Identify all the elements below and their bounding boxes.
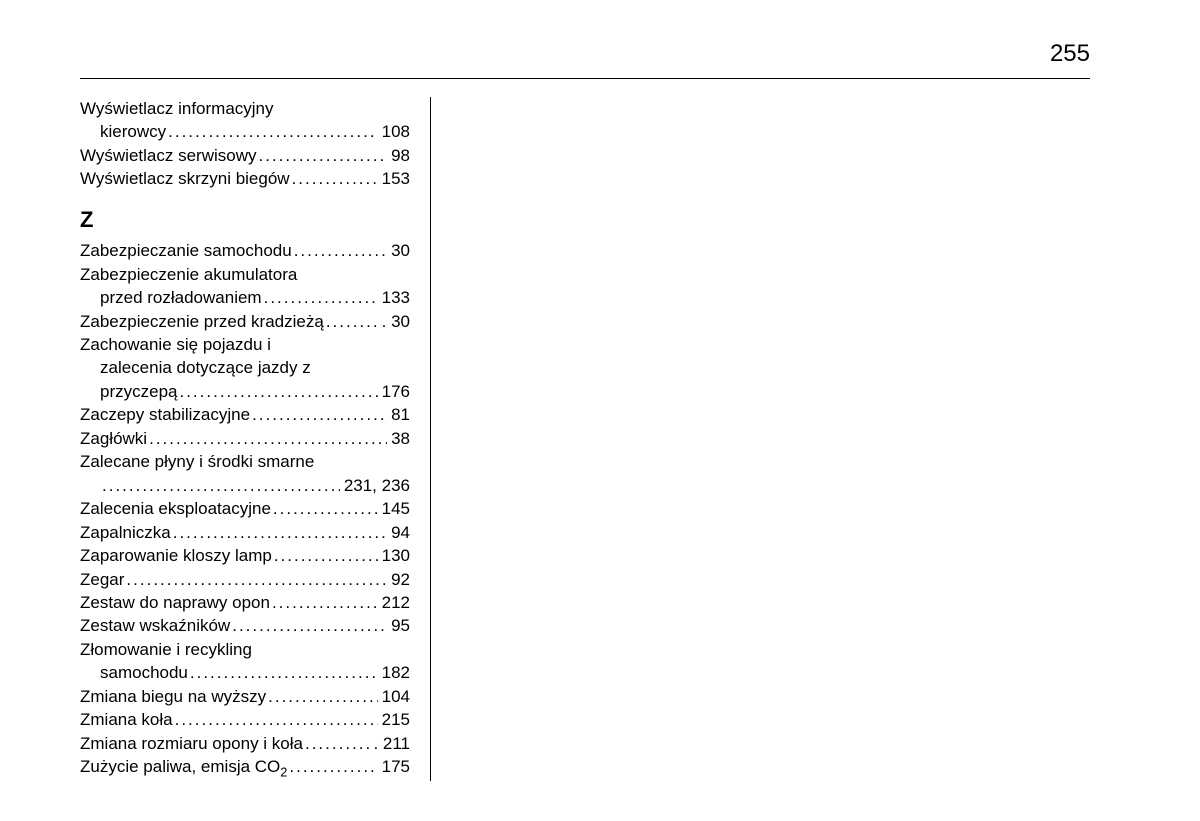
entry-page-ref: 92 <box>387 568 410 591</box>
entry-label: Zabezpieczanie samochodu <box>80 241 292 260</box>
entry-line: Zalecane płyny i środki smarne <box>80 450 410 473</box>
header-rule <box>80 78 1090 79</box>
entry-page-ref: 182 <box>378 661 410 684</box>
entry-label: przyczepą <box>100 382 177 401</box>
entry-label: Zestaw wskaźników <box>80 616 230 635</box>
entry-page-ref: . 211 <box>369 732 410 755</box>
index-entry: 175 Zużycie paliwa, emisja CO2 <box>80 755 410 781</box>
section-heading-z: Z <box>80 205 410 235</box>
entry-page-ref: 231, 236 <box>340 474 410 497</box>
index-entry: 212 Zestaw do naprawy opon <box>80 591 410 614</box>
index-entry: . 211 Zmiana rozmiaru opony i koła <box>80 732 410 755</box>
index-entry: 215 Zmiana koła <box>80 708 410 731</box>
entry-label: Zmiana koła <box>80 710 173 729</box>
columns: Wyświetlacz informacyjny 108kierowcy 98W… <box>80 97 1090 781</box>
entry-page-ref: 153 <box>378 167 410 190</box>
entry-leader-line: . 211 Zmiana rozmiaru opony i koła <box>80 732 410 755</box>
entry-leader-line: 94 Zapalniczka <box>80 521 410 544</box>
entry-page-ref: 95 <box>387 614 410 637</box>
entry-leader-line: 130 Zaparowanie kloszy lamp <box>80 544 410 567</box>
index-entry: 94 Zapalniczka <box>80 521 410 544</box>
entry-page-ref: 108 <box>378 120 410 143</box>
column-1: Wyświetlacz informacyjny 108kierowcy 98W… <box>80 97 431 781</box>
entry-leader-line: 104 Zmiana biegu na wyższy <box>80 685 410 708</box>
index-entry: Zabezpieczenie akumulatora 133 przed rozł… <box>80 263 410 310</box>
entry-label: Zabezpieczenie przed kradzieżą <box>80 312 324 331</box>
entry-leader-line: 231, 236 <box>80 474 410 497</box>
entry-page-ref: 98 <box>387 144 410 167</box>
index-entry: Zalecane płyny i środki smarne 231, 236 <box>80 450 410 497</box>
entry-page-ref: 133 <box>378 286 410 309</box>
entry-leader-line: 182 samochodu <box>80 661 410 684</box>
entry-label: Zalecenia eksploatacyjne <box>80 499 271 518</box>
entry-page-ref: 215 <box>378 708 410 731</box>
entry-label: Zapalniczka <box>80 523 171 542</box>
entry-label: Zagłówki <box>80 429 147 448</box>
index-entry: 130 Zaparowanie kloszy lamp <box>80 544 410 567</box>
entry-leader-line: 81 Zaczepy stabilizacyjne <box>80 403 410 426</box>
index-entry: 38 Zagłówki <box>80 427 410 450</box>
entry-label: Zaparowanie kloszy lamp <box>80 546 272 565</box>
entry-leader-line: 30 Zabezpieczanie samochodu <box>80 239 410 262</box>
entry-line: Zachowanie się pojazdu i <box>80 333 410 356</box>
page-number: 255 <box>80 40 1090 68</box>
entry-leader-line: 153 Wyświetlacz skrzyni biegów <box>80 167 410 190</box>
entry-leader-line: 176 przyczepą <box>80 380 410 403</box>
entry-leader-line: 92 Zegar <box>80 568 410 591</box>
index-entry: 145 Zalecenia eksploatacyjne <box>80 497 410 520</box>
index-entry: Złomowanie i recykling 182 samochodu <box>80 638 410 685</box>
entry-line: zalecenia dotyczące jazdy z <box>80 356 410 379</box>
entry-page-ref: 212 <box>378 591 410 614</box>
entry-leader-line: 133 przed rozładowaniem <box>80 286 410 309</box>
index-entry: . 30 Zabezpieczenie przed kradzieżą <box>80 310 410 333</box>
entry-label: Zestaw do naprawy opon <box>80 593 270 612</box>
index-entry: 92 Zegar <box>80 568 410 591</box>
index-entry: 81 Zaczepy stabilizacyjne <box>80 403 410 426</box>
entry-page-ref: 104 <box>378 685 410 708</box>
entry-label: kierowcy <box>100 122 166 141</box>
index-entry: Wyświetlacz informacyjny 108 kierowcy <box>80 97 410 144</box>
entry-page-ref: 145 <box>378 497 410 520</box>
entry-label: Wyświetlacz skrzyni biegów <box>80 169 290 188</box>
entry-label: samochodu <box>100 663 188 682</box>
entry-leader-line: 108 kierowcy <box>80 120 410 143</box>
entry-leader-line: 98 Wyświetlacz serwisowy <box>80 144 410 167</box>
entry-leader-line: . 30 Zabezpieczenie przed kradzieżą <box>80 310 410 333</box>
page-container: 255 Wyświetlacz informacyjny 108 kierowcy… <box>0 0 1200 821</box>
index-entry: 95 Zestaw wskaźników <box>80 614 410 637</box>
entry-label: Wyświetlacz serwisowy <box>80 146 256 165</box>
entry-label: przed rozładowaniem <box>100 288 262 307</box>
index-entry: 30 Zabezpieczanie samochodu <box>80 239 410 262</box>
entry-leader-line: 38 Zagłówki <box>80 427 410 450</box>
entry-page-ref: . 30 <box>378 310 410 333</box>
entry-label: Zaczepy stabilizacyjne <box>80 405 250 424</box>
entry-leader-line: 95 Zestaw wskaźników <box>80 614 410 637</box>
entry-label: Zmiana biegu na wyższy <box>80 687 266 706</box>
entry-label: Zegar <box>80 570 124 589</box>
entry-leader-line: 175 Zużycie paliwa, emisja CO2 <box>80 755 410 781</box>
index-entry: 98 Wyświetlacz serwisowy <box>80 144 410 167</box>
entry-label: Zużycie paliwa, emisja CO2 <box>80 757 287 776</box>
index-entry: 104 Zmiana biegu na wyższy <box>80 685 410 708</box>
entry-page-ref: 30 <box>387 239 410 262</box>
entry-page-ref: 175 <box>378 755 410 778</box>
entry-page-ref: 94 <box>387 521 410 544</box>
index-entry: 153 Wyświetlacz skrzyni biegów <box>80 167 410 190</box>
entry-page-ref: 130 <box>378 544 410 567</box>
entry-page-ref: 176 <box>378 380 410 403</box>
entry-page-ref: 81 <box>387 403 410 426</box>
entry-line: Zabezpieczenie akumulatora <box>80 263 410 286</box>
index-entry: Zachowanie się pojazdu izalecenia dotycz… <box>80 333 410 403</box>
entry-line: Złomowanie i recykling <box>80 638 410 661</box>
entry-leader-line: 212 Zestaw do naprawy opon <box>80 591 410 614</box>
entry-leader-line: 145 Zalecenia eksploatacyjne <box>80 497 410 520</box>
entry-label: Zmiana rozmiaru opony i koła <box>80 734 303 753</box>
entry-leader-line: 215 Zmiana koła <box>80 708 410 731</box>
entry-page-ref: 38 <box>387 427 410 450</box>
entry-line: Wyświetlacz informacyjny <box>80 97 410 120</box>
